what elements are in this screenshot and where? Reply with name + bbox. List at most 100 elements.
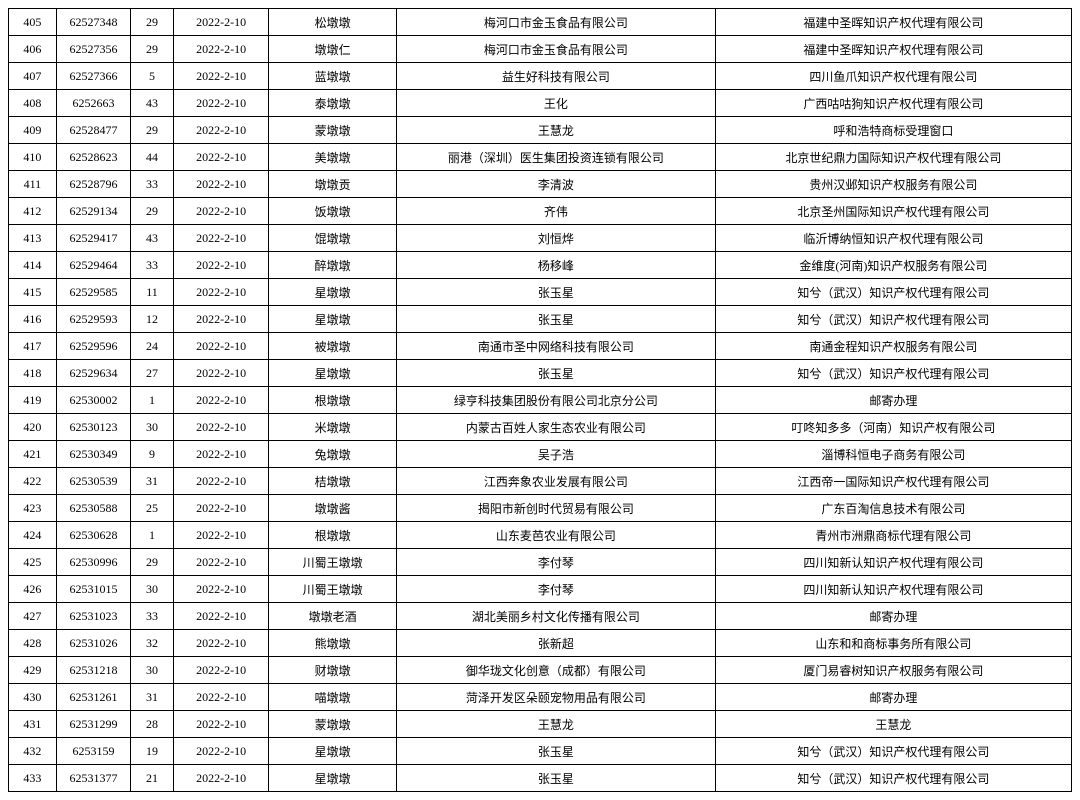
table-cell: 406 bbox=[9, 36, 57, 63]
table-cell: 62529593 bbox=[56, 306, 130, 333]
table-cell: 张玉星 bbox=[396, 279, 715, 306]
table-cell: 蒙墩墩 bbox=[269, 711, 397, 738]
table-cell: 33 bbox=[131, 252, 174, 279]
table-cell: 饭墩墩 bbox=[269, 198, 397, 225]
table-cell: 425 bbox=[9, 549, 57, 576]
table-cell: 62529464 bbox=[56, 252, 130, 279]
table-cell: 427 bbox=[9, 603, 57, 630]
table-cell: 2022-2-10 bbox=[173, 171, 269, 198]
table-cell: 北京圣州国际知识产权代理有限公司 bbox=[715, 198, 1071, 225]
table-cell: 川蜀王墩墩 bbox=[269, 549, 397, 576]
table-cell: 29 bbox=[131, 117, 174, 144]
table-cell: 29 bbox=[131, 198, 174, 225]
table-cell: 吴子浩 bbox=[396, 441, 715, 468]
table-cell: 62530628 bbox=[56, 522, 130, 549]
table-row: 40562527348292022-2-10松墩墩梅河口市金玉食品有限公司福建中… bbox=[9, 9, 1072, 36]
table-row: 42262530539312022-2-10桔墩墩江西奔象农业发展有限公司江西帝… bbox=[9, 468, 1072, 495]
table-cell: 29 bbox=[131, 36, 174, 63]
table-cell: 62530123 bbox=[56, 414, 130, 441]
table-row: 4086252663432022-2-10泰墩墩王化广西咕咕狗知识产权代理有限公… bbox=[9, 90, 1072, 117]
table-cell: 蓝墩墩 bbox=[269, 63, 397, 90]
table-cell: 12 bbox=[131, 306, 174, 333]
table-cell: 知兮（武汉）知识产权代理有限公司 bbox=[715, 765, 1071, 792]
table-cell: 62529634 bbox=[56, 360, 130, 387]
table-row: 42662531015302022-2-10川蜀王墩墩李付琴四川知新认知识产权代… bbox=[9, 576, 1072, 603]
table-cell: 金维度(河南)知识产权服务有限公司 bbox=[715, 252, 1071, 279]
table-cell: 32 bbox=[131, 630, 174, 657]
table-cell: 62527356 bbox=[56, 36, 130, 63]
table-cell: 刘恒烨 bbox=[396, 225, 715, 252]
table-cell: 28 bbox=[131, 711, 174, 738]
table-cell: 2022-2-10 bbox=[173, 279, 269, 306]
table-cell: 馄墩墩 bbox=[269, 225, 397, 252]
table-cell: 30 bbox=[131, 576, 174, 603]
table-cell: 21 bbox=[131, 765, 174, 792]
table-cell: 24 bbox=[131, 333, 174, 360]
table-cell: 410 bbox=[9, 144, 57, 171]
table-cell: 张玉星 bbox=[396, 765, 715, 792]
table-cell: 绿亨科技集团股份有限公司北京分公司 bbox=[396, 387, 715, 414]
table-row: 41062528623442022-2-10美墩墩丽港（深圳）医生集团投资连锁有… bbox=[9, 144, 1072, 171]
table-cell: 根墩墩 bbox=[269, 522, 397, 549]
table-cell: 山东麦芭农业有限公司 bbox=[396, 522, 715, 549]
table-row: 41462529464332022-2-10醉墩墩杨移峰金维度(河南)知识产权服… bbox=[9, 252, 1072, 279]
table-cell: 422 bbox=[9, 468, 57, 495]
table-cell: 星墩墩 bbox=[269, 306, 397, 333]
table-cell: 王慧龙 bbox=[396, 711, 715, 738]
table-cell: 御华珑文化创意（成都）有限公司 bbox=[396, 657, 715, 684]
table-cell: 内蒙古百姓人家生态农业有限公司 bbox=[396, 414, 715, 441]
table-cell: 北京世纪鼎力国际知识产权代理有限公司 bbox=[715, 144, 1071, 171]
table-row: 4196253000212022-2-10根墩墩绿亨科技集团股份有限公司北京分公… bbox=[9, 387, 1072, 414]
table-cell: 417 bbox=[9, 333, 57, 360]
table-cell: 44 bbox=[131, 144, 174, 171]
table-cell: 被墩墩 bbox=[269, 333, 397, 360]
table-cell: 424 bbox=[9, 522, 57, 549]
table-row: 4246253062812022-2-10根墩墩山东麦芭农业有限公司青州市洲鼎商… bbox=[9, 522, 1072, 549]
table-cell: 2022-2-10 bbox=[173, 117, 269, 144]
table-cell: 6253159 bbox=[56, 738, 130, 765]
table-row: 42362530588252022-2-10墩墩酱揭阳市新创时代贸易有限公司广东… bbox=[9, 495, 1072, 522]
table-cell: 62531261 bbox=[56, 684, 130, 711]
table-cell: 湖北美丽乡村文化传播有限公司 bbox=[396, 603, 715, 630]
table-cell: 62529417 bbox=[56, 225, 130, 252]
table-cell: 邮寄办理 bbox=[715, 684, 1071, 711]
table-cell: 李清波 bbox=[396, 171, 715, 198]
table-cell: 30 bbox=[131, 414, 174, 441]
table-cell: 62527366 bbox=[56, 63, 130, 90]
table-cell: 62530588 bbox=[56, 495, 130, 522]
table-cell: 揭阳市新创时代贸易有限公司 bbox=[396, 495, 715, 522]
table-cell: 梅河口市金玉食品有限公司 bbox=[396, 9, 715, 36]
table-cell: 426 bbox=[9, 576, 57, 603]
table-cell: 叮咚知多多（河南）知识产权有限公司 bbox=[715, 414, 1071, 441]
table-cell: 厦门易睿树知识产权服务有限公司 bbox=[715, 657, 1071, 684]
table-row: 42862531026322022-2-10熊墩墩张新超山东和和商标事务所有限公… bbox=[9, 630, 1072, 657]
table-cell: 2022-2-10 bbox=[173, 603, 269, 630]
table-cell: 2022-2-10 bbox=[173, 738, 269, 765]
table-cell: 1 bbox=[131, 522, 174, 549]
table-cell: 2022-2-10 bbox=[173, 495, 269, 522]
table-cell: 临沂博纳恒知识产权代理有限公司 bbox=[715, 225, 1071, 252]
table-cell: 2022-2-10 bbox=[173, 684, 269, 711]
table-cell: 2022-2-10 bbox=[173, 630, 269, 657]
table-cell: 邮寄办理 bbox=[715, 387, 1071, 414]
trademark-table: 40562527348292022-2-10松墩墩梅河口市金玉食品有限公司福建中… bbox=[8, 8, 1072, 792]
table-cell: 南通市圣中网络科技有限公司 bbox=[396, 333, 715, 360]
table-cell: 2022-2-10 bbox=[173, 414, 269, 441]
table-cell: 415 bbox=[9, 279, 57, 306]
table-cell: 62530002 bbox=[56, 387, 130, 414]
table-cell: 2022-2-10 bbox=[173, 36, 269, 63]
table-row: 42762531023332022-2-10墩墩老酒湖北美丽乡村文化传播有限公司… bbox=[9, 603, 1072, 630]
table-cell: 齐伟 bbox=[396, 198, 715, 225]
table-cell: 2022-2-10 bbox=[173, 441, 269, 468]
table-row: 41562529585112022-2-10星墩墩张玉星知兮（武汉）知识产权代理… bbox=[9, 279, 1072, 306]
table-cell: 墩墩贡 bbox=[269, 171, 397, 198]
table-cell: 29 bbox=[131, 549, 174, 576]
table-cell: 星墩墩 bbox=[269, 765, 397, 792]
table-cell: 62531218 bbox=[56, 657, 130, 684]
table-cell: 泰墩墩 bbox=[269, 90, 397, 117]
table-cell: 62529585 bbox=[56, 279, 130, 306]
table-cell: 张玉星 bbox=[396, 738, 715, 765]
table-cell: 62530996 bbox=[56, 549, 130, 576]
table-cell: 蒙墩墩 bbox=[269, 117, 397, 144]
table-cell: 416 bbox=[9, 306, 57, 333]
